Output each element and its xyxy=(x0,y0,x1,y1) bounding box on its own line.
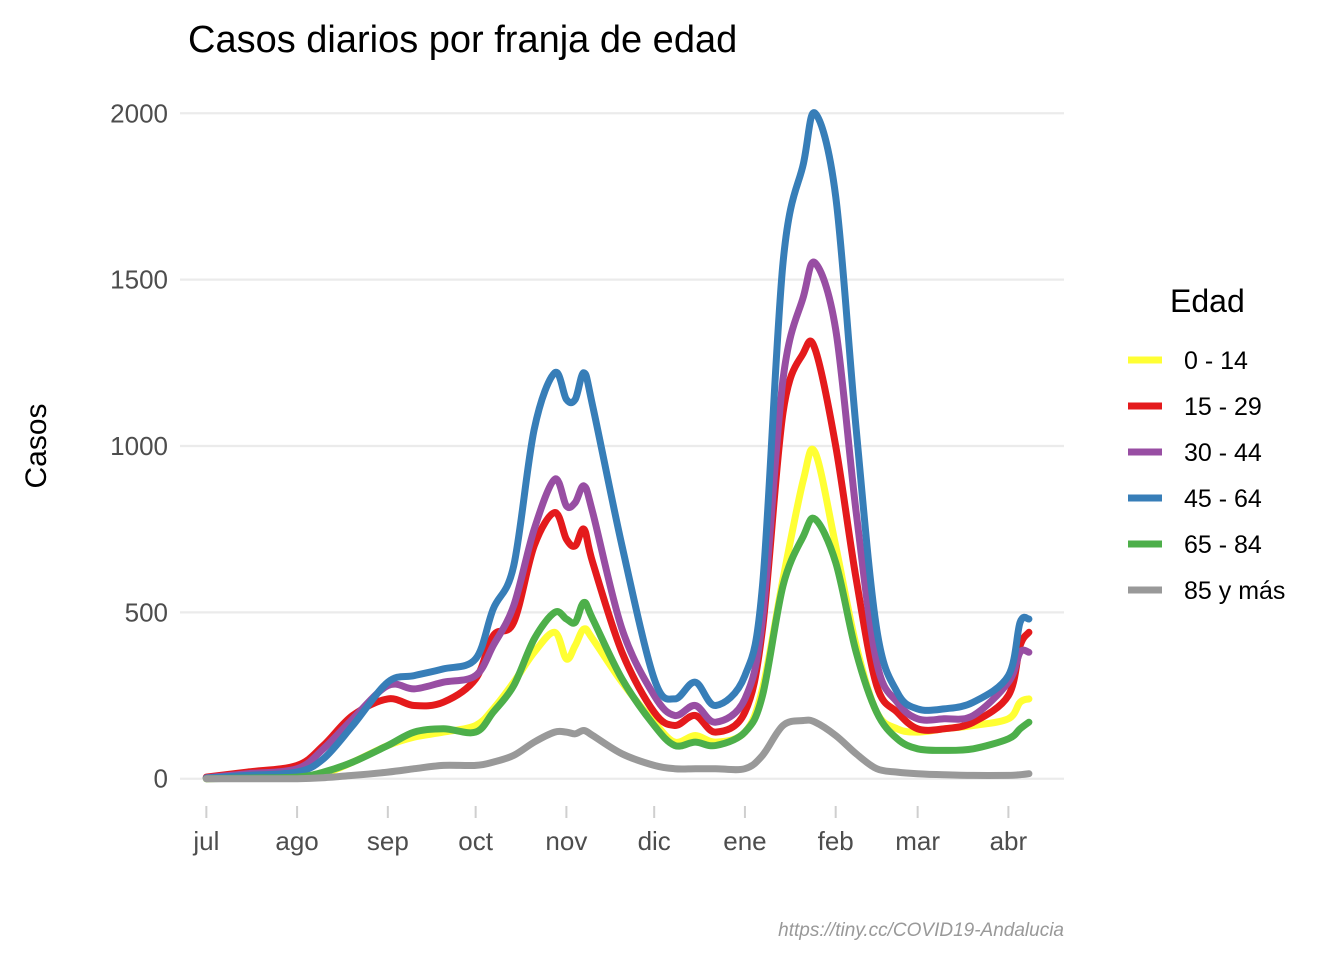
y-tick-label: 2000 xyxy=(110,98,168,128)
chart-caption: https://tiny.cc/COVID19-Andalucia xyxy=(778,920,1064,941)
chart-title: Casos diarios por franja de edad xyxy=(188,19,737,61)
y-tick-label: 1500 xyxy=(110,265,168,295)
series-line-1 xyxy=(202,337,1033,781)
x-tick-label: oct xyxy=(458,826,493,856)
legend-label: 85 y más xyxy=(1184,577,1285,605)
legend-label: 30 - 44 xyxy=(1184,439,1262,467)
series-line-2 xyxy=(202,258,1033,782)
y-tick-label: 0 xyxy=(154,764,168,794)
x-tick-label: ago xyxy=(275,826,318,856)
series-lines xyxy=(202,109,1033,783)
x-tick-label: nov xyxy=(545,826,587,856)
x-tick-label: dic xyxy=(638,826,671,856)
x-tick-label: abr xyxy=(990,826,1028,856)
legend: Edad 0 - 14 15 - 29 30 - 44 45 - 64 65 - 84 8… xyxy=(1128,283,1285,605)
y-tick-labels: 0 500 1000 1500 2000 xyxy=(110,98,168,793)
legend-label: 65 - 84 xyxy=(1184,531,1262,559)
y-axis-label: Casos xyxy=(20,403,53,488)
legend-items: 0 - 14 15 - 29 30 - 44 45 - 64 65 - 84 85 y m… xyxy=(1128,347,1285,605)
series-line-5 xyxy=(202,716,1033,783)
x-tick-label: mar xyxy=(895,826,940,856)
legend-title: Edad xyxy=(1170,283,1245,319)
series-line-3 xyxy=(202,109,1033,782)
grid-lines xyxy=(180,112,1064,780)
x-tick-labels: jul ago sep oct nov dic ene feb mar abr xyxy=(192,806,1028,856)
x-tick-label: ene xyxy=(723,826,766,856)
series-line-4 xyxy=(202,514,1033,783)
x-tick-label: sep xyxy=(367,826,409,856)
y-tick-label: 1000 xyxy=(110,431,168,461)
y-tick-label: 500 xyxy=(125,597,168,627)
x-tick-label: feb xyxy=(818,826,854,856)
legend-label: 15 - 29 xyxy=(1184,393,1262,421)
legend-label: 45 - 64 xyxy=(1184,485,1262,513)
legend-label: 0 - 14 xyxy=(1184,347,1248,375)
x-tick-label: jul xyxy=(192,826,219,856)
